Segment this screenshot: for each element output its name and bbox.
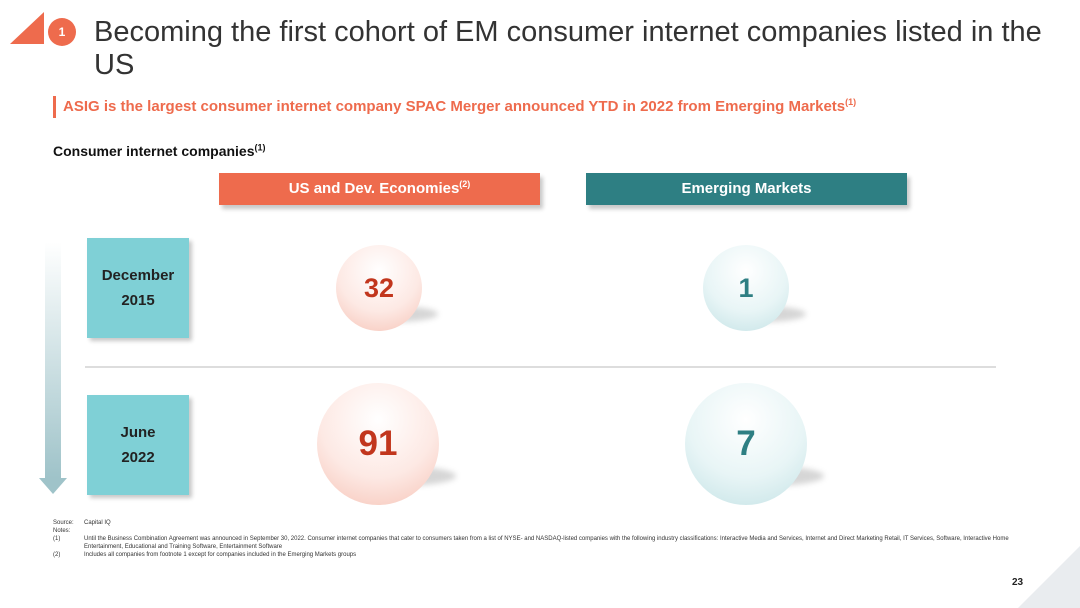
row-divider	[85, 366, 996, 368]
section-footnote-ref: (1)	[254, 142, 266, 153]
logo-triangle	[10, 12, 44, 44]
down-arrow-icon	[39, 478, 67, 494]
value-circle-em-2015: 1	[703, 245, 789, 331]
date-box-row-2: June 2022	[87, 395, 189, 495]
date-year: 2022	[121, 449, 155, 466]
note-key: (1)	[53, 536, 61, 542]
column-header-em: Emerging Markets	[586, 173, 907, 205]
date-year: 2015	[121, 292, 155, 309]
date-box-row-1: December 2015	[87, 238, 189, 338]
value-circle-us-2022: 91	[317, 383, 439, 505]
footnote-1: (1) Until the Business Combination Agreem…	[53, 535, 1028, 551]
note-key: (2)	[53, 552, 61, 558]
section-label-text: Consumer internet companies	[53, 143, 255, 159]
source-note: Source: Capital IQ	[53, 519, 1028, 527]
date-month: December	[101, 267, 175, 284]
timeline-arrow-shaft	[45, 242, 61, 478]
column-header-em-label: Emerging Markets	[681, 180, 812, 197]
section-number-badge: 1	[48, 18, 76, 46]
note-text: Includes all companies from footnote 1 e…	[84, 552, 357, 558]
note-text: Capital IQ	[84, 520, 111, 526]
column-header-us-footnote-ref: (2)	[459, 179, 471, 189]
page-number: 23	[1012, 577, 1024, 588]
note-key: Notes:	[53, 528, 71, 534]
section-label: Consumer internet companies(1)	[53, 143, 266, 159]
subtitle-accent-bar	[53, 96, 56, 118]
note-key: Source:	[53, 520, 74, 526]
note-text: Until the Business Combination Agreement…	[84, 536, 1009, 550]
footnote-2: (2) Includes all companies from footnote …	[53, 551, 1028, 559]
subtitle-text: ASIG is the largest consumer internet co…	[63, 98, 846, 115]
value-circle-us-2015: 32	[336, 245, 422, 331]
subtitle-footnote-ref: (1)	[845, 97, 857, 107]
subtitle: ASIG is the largest consumer internet co…	[63, 97, 857, 116]
value-circle-em-2022: 7	[685, 383, 807, 505]
date-month: June	[120, 424, 156, 441]
page-title: Becoming the first cohort of EM consumer…	[94, 16, 1042, 81]
column-header-us-label: US and Dev. Economies	[288, 180, 460, 197]
column-header-us: US and Dev. Economies(2)	[219, 173, 540, 205]
footnotes: Source: Capital IQ Notes: (1) Until the Bu…	[53, 519, 1028, 559]
notes-heading: Notes:	[53, 527, 1028, 535]
corner-decoration	[1018, 546, 1080, 608]
